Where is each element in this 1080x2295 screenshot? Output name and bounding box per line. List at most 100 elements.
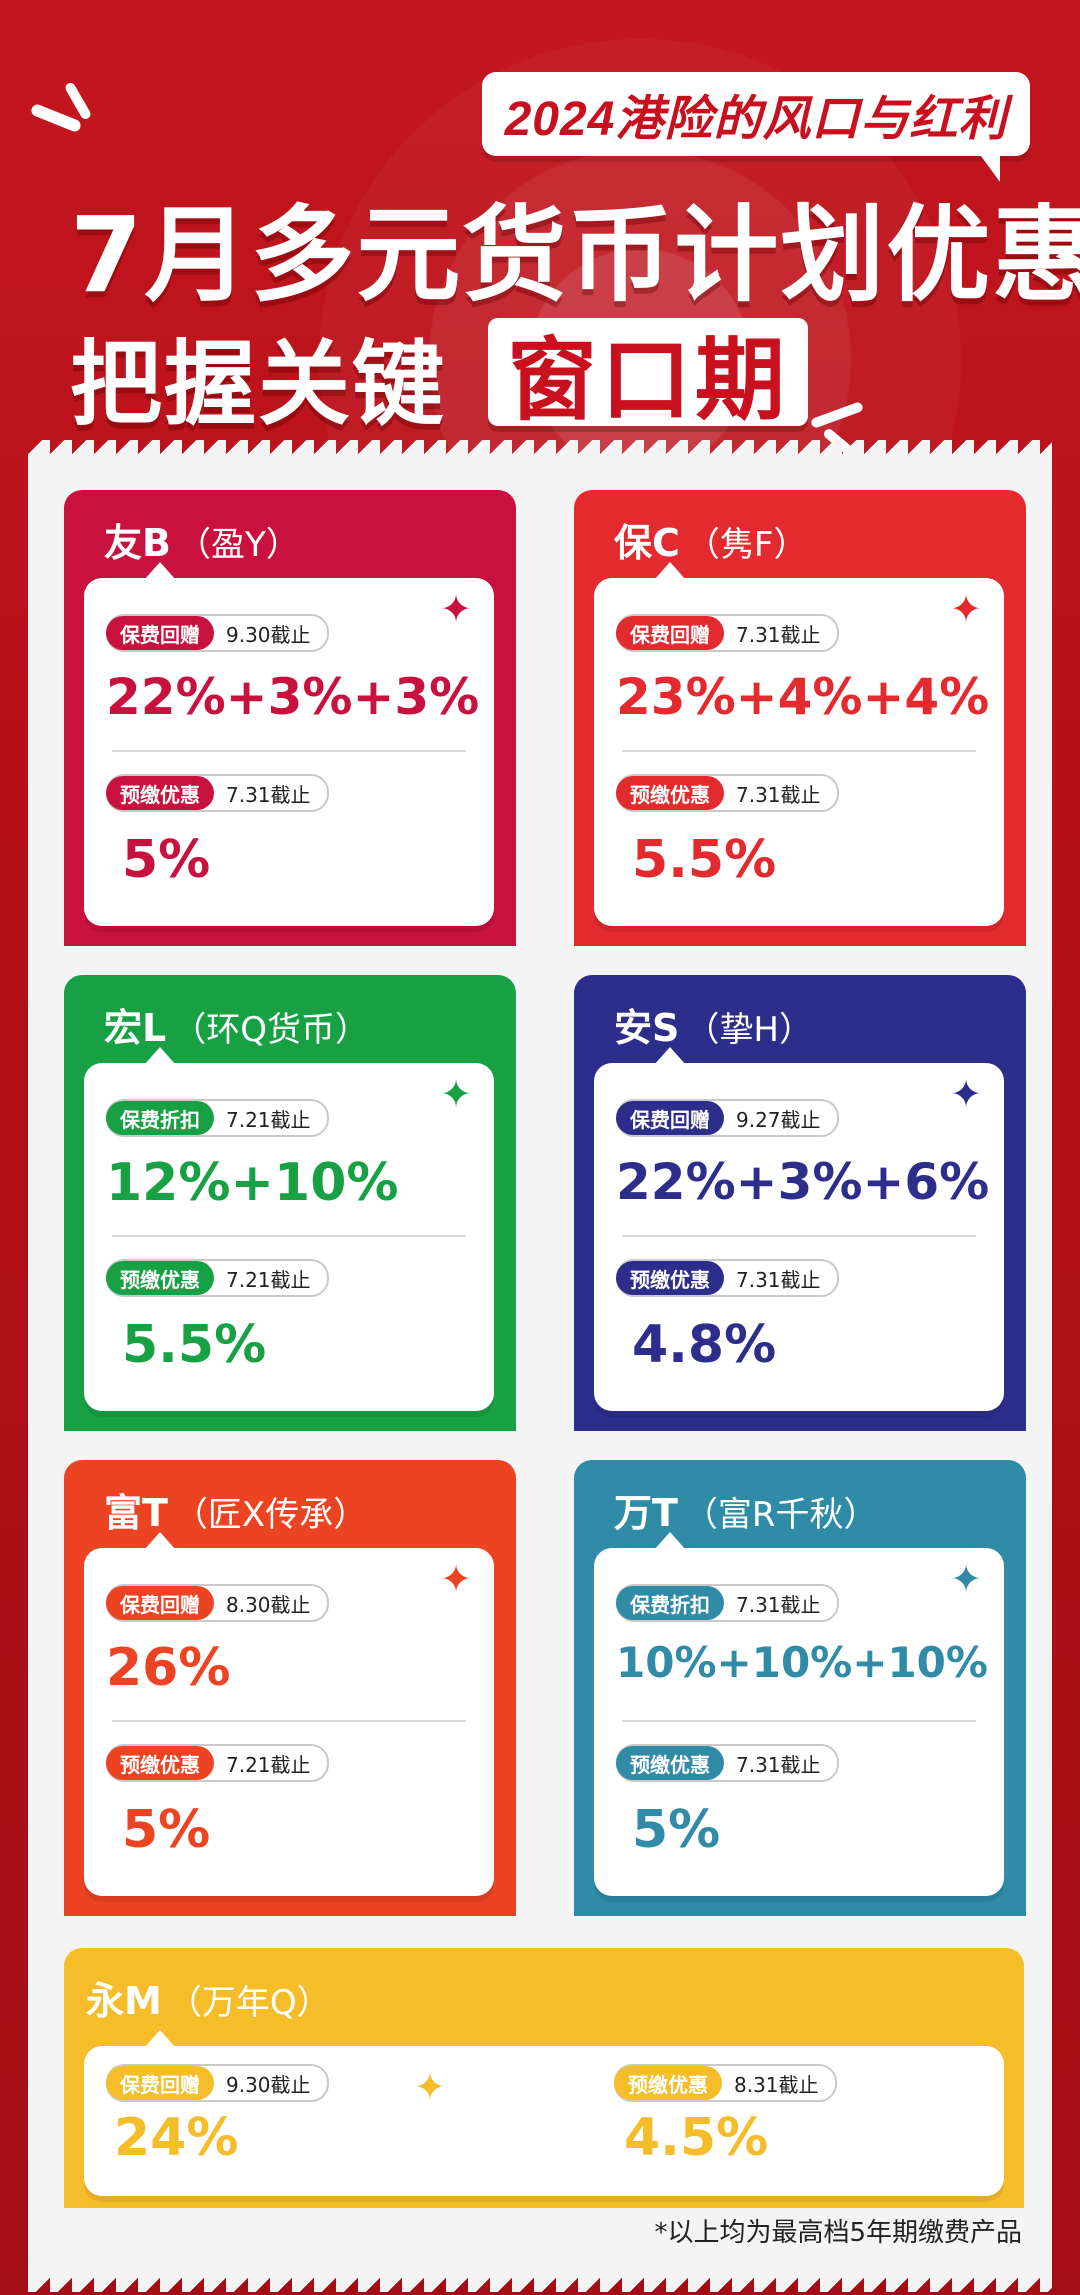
divider	[112, 1235, 466, 1237]
card-inner: 保费回赠 9.30截止 24% ✦ 预缴优惠 8.31截止 4.5%	[84, 2030, 1004, 2196]
sub-title-highlight-text: 窗口期	[507, 328, 789, 433]
offer-value: 12%+10%	[106, 1153, 399, 1213]
sparkle-icon: ✦	[950, 1072, 982, 1116]
sparkle-icon: ✦	[950, 1557, 982, 1601]
divider	[622, 1720, 976, 1722]
sparkle-icon: ✦	[440, 1072, 472, 1116]
sub-title-highlight: 窗口期	[488, 318, 808, 433]
card-name: 安S	[614, 1006, 680, 1050]
offer-pill: 保费折扣 7.21截止	[106, 1099, 329, 1137]
offer-card: 万T （富R千秋） ✦ 保费折扣 7.31截止 10%+10%+10% 预缴优惠 7.31截止…	[574, 1460, 1026, 1916]
offer-pill: 保费回赠 8.30截止	[106, 1584, 329, 1622]
sparkle-icon: ✦	[440, 587, 472, 631]
card-title: 永M （万年Q）	[86, 1970, 331, 2025]
card-notch	[654, 1532, 686, 1550]
card-inner: ✦ 保费回赠 9.27截止 22%+3%+6% 预缴优惠 7.31截止 4.8%	[594, 1047, 1004, 1411]
offer-tag: 预缴优惠	[106, 1261, 214, 1295]
offer-pill: 预缴优惠 7.31截止	[106, 774, 329, 812]
offer-date: 8.31截止	[734, 2072, 819, 2097]
card-notch	[144, 1532, 176, 1550]
offer-pill: 保费折扣 7.31截止	[616, 1584, 839, 1622]
offer-tag: 预缴优惠	[616, 1261, 724, 1295]
footnote: *以上均为最高档5年期缴费产品	[654, 2218, 1022, 2248]
card-title: 宏L （环Q货币）	[104, 997, 369, 1052]
card-name: 宏L	[104, 1006, 167, 1050]
offer-value: 5.5%	[632, 830, 777, 890]
offer-date: 7.31截止	[736, 782, 821, 807]
card-subname: （挚H）	[685, 1010, 813, 1050]
card-notch	[144, 1047, 176, 1065]
offer-value: 22%+3%+3%	[106, 668, 480, 726]
card-subname: （隽F）	[685, 525, 808, 565]
card-subname: （盈Y）	[176, 525, 300, 565]
offer-card: 宏L （环Q货币） ✦ 保费折扣 7.21截止 12%+10% 预缴优惠 7.21截止 5.5%	[64, 975, 516, 1431]
card-inner: ✦ 保费折扣 7.31截止 10%+10%+10% 预缴优惠 7.31截止 5%	[594, 1532, 1004, 1896]
offer-value: 4.5%	[624, 2108, 769, 2168]
offer-date: 7.31截止	[736, 1592, 821, 1617]
offer-pill: 保费回赠 7.31截止	[616, 614, 839, 652]
offer-card: 保C （隽F） ✦ 保费回赠 7.31截止 23%+4%+4% 预缴优惠 7.31截止 5.5%	[574, 490, 1026, 946]
offer-tag: 保费回赠	[106, 1586, 214, 1620]
bubble-tail	[978, 152, 1000, 182]
card-title: 友B （盈Y）	[104, 512, 300, 567]
divider	[112, 1720, 466, 1722]
sub-title: 把握关键	[70, 331, 447, 438]
offer-value: 5%	[122, 830, 211, 890]
offer-tag: 保费回赠	[616, 616, 724, 650]
divider	[622, 1235, 976, 1237]
card-name: 万T	[614, 1491, 678, 1535]
offer-tag: 预缴优惠	[616, 776, 724, 810]
sparkle-icon: ✦	[440, 1557, 472, 1601]
offer-pill: 预缴优惠 7.31截止	[616, 1259, 839, 1297]
card-notch	[654, 1047, 686, 1065]
divider	[112, 750, 466, 752]
offer-tag: 保费折扣	[106, 1101, 214, 1135]
card-subname: （万年Q）	[167, 1983, 331, 2023]
card-subname: （匠X传承）	[173, 1495, 368, 1535]
offer-card: 友B （盈Y） ✦ 保费回赠 9.30截止 22%+3%+3% 预缴优惠 7.31截止 5%	[64, 490, 516, 946]
offer-value: 4.8%	[632, 1315, 777, 1375]
offer-tag: 保费折扣	[616, 1586, 724, 1620]
card-title: 保C （隽F）	[614, 512, 807, 567]
offer-tag: 预缴优惠	[106, 776, 214, 810]
offer-date: 7.21截止	[226, 1107, 311, 1132]
card-name: 富T	[104, 1491, 168, 1535]
offer-value: 5%	[122, 1800, 211, 1860]
card-title: 安S （挚H）	[614, 997, 813, 1052]
bubble-text: 2024港险的风口与红利	[504, 93, 1008, 146]
offer-tag: 保费回赠	[106, 616, 214, 650]
offer-date: 9.30截止	[226, 2072, 311, 2097]
offer-card-wide: 永M （万年Q） 保费回赠 9.30截止 24% ✦ 预缴优惠 8.31截止 4.…	[64, 1948, 1024, 2208]
offer-date: 8.30截止	[226, 1592, 311, 1617]
offer-tag: 预缴优惠	[106, 1746, 214, 1780]
offer-tag: 预缴优惠	[614, 2066, 722, 2100]
offer-date: 7.31截止	[736, 622, 821, 647]
offer-tag: 保费回赠	[616, 1101, 724, 1135]
offer-date: 9.27截止	[736, 1107, 821, 1132]
offer-date: 9.30截止	[226, 622, 311, 647]
card-notch	[654, 562, 686, 580]
headline-bubble: 2024港险的风口与红利	[482, 72, 1030, 182]
card-inner: ✦ 保费回赠 9.30截止 22%+3%+3% 预缴优惠 7.31截止 5%	[84, 562, 494, 926]
main-title: 7月多元货币计划优惠	[70, 194, 1080, 316]
offer-date: 7.31截止	[226, 782, 311, 807]
card-name: 永M	[86, 1979, 162, 2023]
divider	[622, 750, 976, 752]
card-title: 富T （匠X传承）	[104, 1482, 367, 1537]
offer-date: 7.21截止	[226, 1752, 311, 1777]
offer-pill: 预缴优惠 7.21截止	[106, 1744, 329, 1782]
card-subname: （环Q货币）	[172, 1010, 369, 1050]
offer-value: 26%	[106, 1638, 231, 1698]
offer-tag: 预缴优惠	[616, 1746, 724, 1780]
card-inner: ✦ 保费折扣 7.21截止 12%+10% 预缴优惠 7.21截止 5.5%	[84, 1047, 494, 1411]
offer-pill: 预缴优惠 7.31截止	[616, 774, 839, 812]
paper-bottom-edge	[28, 2270, 1052, 2292]
card-notch	[144, 562, 176, 580]
offer-value: 5.5%	[122, 1315, 267, 1375]
offer-tag: 保费回赠	[106, 2066, 214, 2100]
card-notch	[144, 2030, 176, 2048]
offer-pill: 预缴优惠 8.31截止	[614, 2064, 837, 2102]
offer-value: 24%	[114, 2108, 239, 2168]
offer-pill: 保费回赠 9.30截止	[106, 2064, 329, 2102]
offer-value: 10%+10%+10%	[616, 1638, 988, 1687]
